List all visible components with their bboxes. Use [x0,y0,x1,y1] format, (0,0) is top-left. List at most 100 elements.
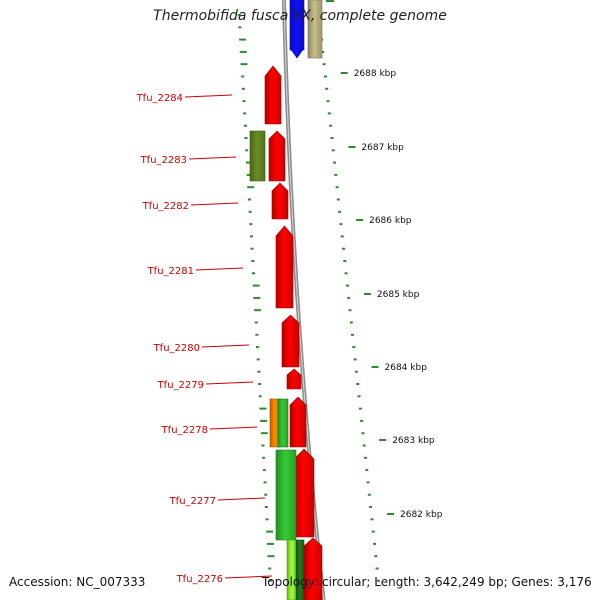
right-track-dot [357,395,361,398]
gene-label: Tfu_2279 [157,380,204,391]
right-track-dot [336,198,340,201]
scale-tick-mark [348,146,356,148]
right-track-dot [334,173,338,176]
left-track-dot [245,161,253,164]
gene-arrow-tfu-2278 [289,396,307,448]
gene-block-dark-green [295,539,305,600]
left-track-dot [258,383,262,385]
scale-tick-label: 2688 kbp [354,69,397,79]
accession-text: Accession: NC_007333 [9,575,146,589]
left-track-dot [249,235,253,238]
right-track-dot [362,444,366,447]
left-track-dot [258,395,262,398]
right-track-dot [373,542,376,545]
left-track-dot [243,124,247,127]
left-track-dot [240,63,248,66]
gene-block-green-2278 [277,398,289,448]
genome-summary-text: Topology: circular; Length: 3,642,249 bp… [262,575,592,589]
scale-tick-label: 2682 kbp [400,510,443,520]
right-track-dot [335,186,339,189]
left-track-dot [266,530,274,533]
gene-label-leader [188,156,237,160]
scale-tick-label: 2686 kbp [369,216,412,226]
right-track-dot [364,456,367,459]
left-track-dot [266,542,274,545]
right-track-dot [353,358,357,361]
left-track-dot [248,210,252,213]
left-track-dot [265,518,269,521]
right-track-dot [361,432,365,435]
gene-arrow-tfu-2284 [264,65,282,125]
left-track-dot [254,321,258,324]
right-track-dot [354,370,358,373]
left-track-dot [264,506,268,508]
gene-arrow-tfu-2282 [271,182,289,220]
left-track-dot [259,407,267,410]
right-track-dot [370,518,374,521]
right-track-dot [351,333,354,336]
right-track-dot [330,137,334,139]
left-track-dot [250,247,254,250]
scale-tick-mark [379,439,387,441]
map-title: Thermobifida fusca YX, complete genome [153,8,447,24]
gene-label-leader [217,497,266,501]
right-track-dot [326,0,334,2]
left-track-dot [255,333,259,336]
scale-tick-mark [356,219,364,221]
left-track-dot [247,198,251,201]
gene-label: Tfu_2282 [142,201,189,212]
right-track-dot [343,260,347,262]
right-track-dot [369,506,373,508]
left-track-dot [256,358,260,361]
gene-block-olive [249,130,266,182]
right-track-dot [349,321,353,324]
right-track-dot [323,75,327,78]
left-track-dot [251,260,255,262]
gene-label-leader [205,381,254,385]
right-track-dot [366,481,370,484]
right-track-dot [367,493,371,496]
left-track-dot [239,50,247,53]
gene-label: Tfu_2283 [140,155,187,166]
right-track-dot [352,346,356,349]
gene-label: Tfu_2284 [136,93,183,104]
left-track-dot [261,444,265,447]
right-track-dot [329,124,333,127]
left-track-dot [252,284,260,287]
right-track-dot [360,419,364,422]
gene-label-leader [224,575,273,579]
gene-block-tan [307,0,323,59]
right-track-dot [322,63,326,66]
gene-arrow-tfu-2276 [303,537,323,600]
left-track-dot [263,481,267,484]
gene-label: Tfu_2276 [176,574,223,585]
left-track-dot [254,309,261,312]
gene-arrow-tfu-2281 [275,225,294,309]
scale-tick-label: 2683 kbp [392,436,435,446]
gene-arrow-tfu-2283 [268,130,286,182]
left-track-dot [238,26,242,29]
right-track-dot [331,149,335,152]
left-track-dot [252,272,255,275]
right-dotted-track [317,0,380,582]
gene-arrow-tfu-2280 [281,314,300,368]
right-track-dot [348,309,352,312]
feature-track [249,0,323,600]
gene-label: Tfu_2277 [169,496,216,507]
gene-block-green-2277 [275,449,297,541]
right-track-dot [375,567,379,570]
left-track-dot [242,100,246,103]
gene-label: Tfu_2281 [147,266,194,277]
left-track-dot [262,469,266,472]
gene-label: Tfu_2280 [153,343,200,354]
gene-block-lime [286,539,298,600]
left-track-dot [249,223,253,226]
scale-tick-label: 2687 kbp [361,143,404,153]
gene-label: Tfu_2278 [161,425,208,436]
left-track-dot [260,432,268,435]
right-track-dot [327,112,331,115]
left-track-dot [247,186,255,189]
gene-label-leader [201,344,250,348]
